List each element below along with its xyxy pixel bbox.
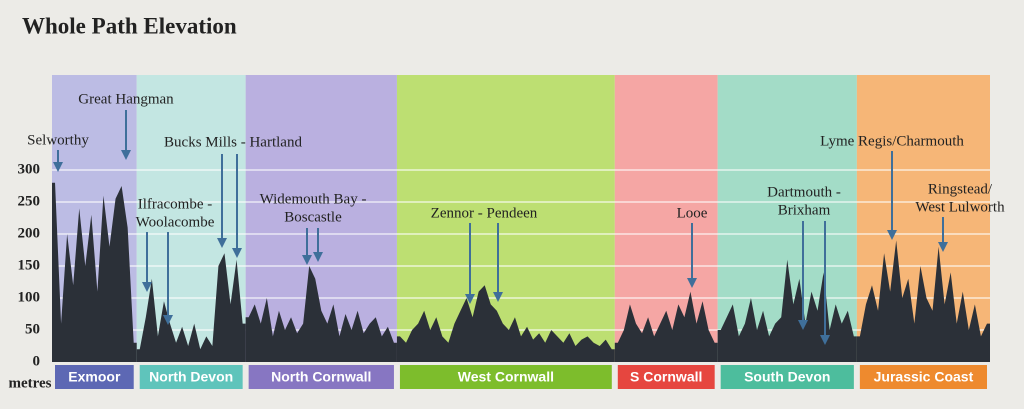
y-unit: metres	[8, 375, 51, 391]
annotation: Ringstead/	[928, 181, 993, 197]
legend-label: Exmoor	[68, 369, 121, 385]
y-tick-label: 100	[18, 289, 41, 305]
annotation: Woolacombe	[136, 214, 215, 230]
region-bar	[720, 365, 854, 389]
annotation: Zennor - Pendeen	[431, 205, 538, 221]
arrow-head	[232, 248, 242, 258]
annotation: Brixham	[778, 202, 831, 218]
region-bar	[859, 365, 987, 389]
legend-label: North Devon	[149, 369, 233, 385]
legend-label: Jurassic Coast	[874, 369, 974, 385]
arrow-head	[302, 255, 312, 265]
arrow-head	[493, 292, 503, 302]
annotation: Bucks Mills - Hartland	[164, 134, 302, 150]
arrow-head	[313, 252, 323, 262]
y-tick-label: 300	[18, 161, 41, 177]
elevation-area	[52, 182, 137, 362]
arrow-head	[163, 315, 173, 325]
y-tick-label: 200	[18, 225, 41, 241]
arrow-head	[142, 282, 152, 292]
elevation-area	[245, 266, 397, 362]
annotation: Great Hangman	[78, 91, 174, 107]
legend-label: South Devon	[744, 369, 830, 385]
chart-title: Whole Path Elevation	[22, 13, 237, 38]
region-bar	[399, 365, 612, 389]
elevation-area	[396, 285, 615, 362]
elevation-area	[614, 291, 718, 362]
annotation: Boscastle	[284, 209, 342, 225]
region-bar	[617, 365, 715, 389]
annotation: Selworthy	[27, 132, 89, 148]
elevation-area	[856, 240, 990, 362]
legend-label: West Cornwall	[458, 369, 554, 385]
region-background	[396, 75, 615, 362]
legend-label: North Cornwall	[271, 369, 371, 385]
arrow-head	[53, 162, 63, 172]
y-tick-label: 0	[33, 353, 41, 369]
arrow-head	[798, 320, 808, 330]
annotation: Looe	[677, 205, 708, 221]
y-tick-label: 250	[18, 193, 41, 209]
arrow-head	[687, 278, 697, 288]
arrow-head	[121, 150, 131, 160]
arrow-head	[938, 242, 948, 252]
region-bar	[55, 365, 134, 389]
annotation: Ilfracombe -	[138, 196, 213, 212]
legend-label: S Cornwall	[630, 369, 702, 385]
region-bar	[248, 365, 394, 389]
arrow-head	[465, 294, 475, 304]
arrow-head	[820, 335, 830, 345]
arrow-head	[887, 230, 897, 240]
y-tick-label: 50	[25, 321, 40, 337]
arrow-head	[217, 238, 227, 248]
annotation: Dartmouth -	[767, 184, 841, 200]
annotation: Lyme Regis/Charmouth	[820, 133, 964, 149]
y-tick-label: 150	[18, 257, 41, 273]
region-bar	[139, 365, 243, 389]
elevation-area	[136, 253, 246, 362]
annotation: Widemouth Bay -	[260, 191, 367, 207]
annotation: West Lulworth	[915, 199, 1005, 215]
